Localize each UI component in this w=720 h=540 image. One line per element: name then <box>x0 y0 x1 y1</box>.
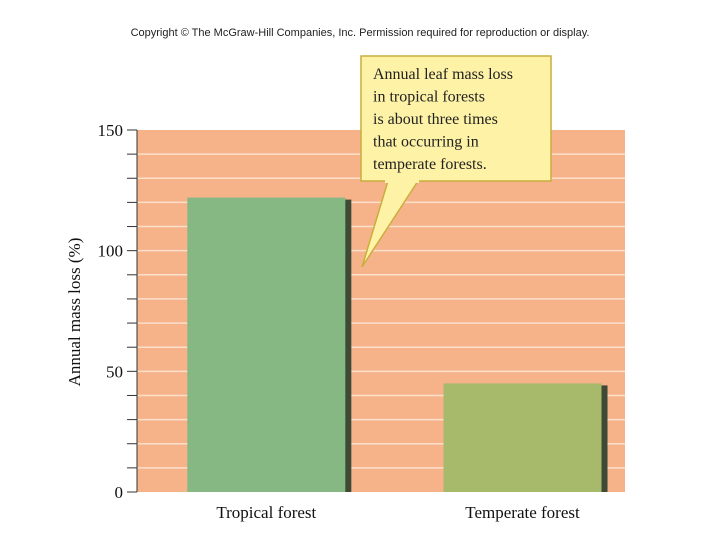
bar-temperate-forest <box>443 383 602 492</box>
bar-tropical-forest <box>187 197 346 492</box>
bar-shadow <box>343 199 352 492</box>
annotation-callout: Annual leaf mass loss in tropical forests… <box>360 55 552 268</box>
y-tick-label: 150 <box>98 121 124 140</box>
y-axis-label: Annual mass loss (%) <box>65 238 84 387</box>
y-tick-label: 50 <box>106 362 123 381</box>
callout-text-line: Annual leaf mass loss <box>373 66 513 83</box>
callout-text-line: temperate forests. <box>373 156 487 173</box>
bars <box>187 197 608 492</box>
y-axis: 0 50 100 150 <box>98 121 138 502</box>
category-labels: Tropical forest Temperate forest <box>216 503 580 522</box>
y-tick-label: 0 <box>115 483 124 502</box>
x-category-label: Temperate forest <box>465 503 580 522</box>
callout-text-line: that occurring in <box>373 134 479 151</box>
x-category-label: Tropical forest <box>216 503 316 522</box>
callout-text-line: is about three times <box>373 111 498 128</box>
callout-text-line: in tropical forests <box>373 89 485 106</box>
bar-shadow <box>599 385 608 492</box>
y-tick-label: 100 <box>98 242 124 261</box>
callout-joint <box>385 179 419 183</box>
callout-box <box>360 55 552 182</box>
copyright-notice: Copyright © The McGraw-Hill Companies, I… <box>130 27 590 39</box>
